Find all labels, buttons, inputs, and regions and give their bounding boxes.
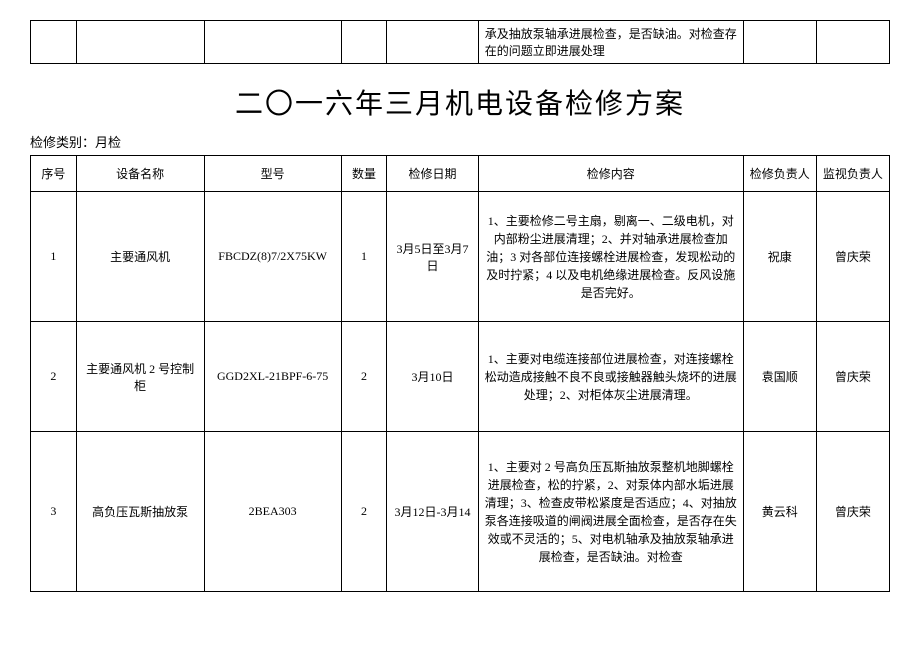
cell-content: 1、主要对 2 号高负压瓦斯抽放泵整机地脚螺栓进展检查，松的拧紧，2、对泵体内部…: [478, 432, 743, 592]
top-fragment-content: 承及抽放泵轴承进展检查，是否缺油。对检查存在的问题立即进展处理: [478, 21, 743, 64]
cell-content: 1、主要对电缆连接部位进展检查，对连接螺栓松动造成接触不良不良或接触器触头烧坏的…: [478, 322, 743, 432]
cell-super: 曾庆荣: [816, 432, 889, 592]
cell-qty: 1: [341, 192, 387, 322]
page-title: 二〇一六年三月机电设备检修方案: [30, 82, 890, 122]
cell-seq: 3: [31, 432, 77, 592]
cell-resp: 祝康: [743, 192, 816, 322]
cell-super: 曾庆荣: [816, 322, 889, 432]
cell-qty: 2: [341, 432, 387, 592]
main-table: 序号 设备名称 型号 数量 检修日期 检修内容 检修负责人 监视负责人 1主要通…: [30, 155, 890, 592]
header-qty: 数量: [341, 156, 387, 192]
top-fragment-table: 承及抽放泵轴承进展检查，是否缺油。对检查存在的问题立即进展处理: [30, 20, 890, 64]
cell-qty: 2: [341, 322, 387, 432]
cell-name: 主要通风机 2 号控制柜: [76, 322, 204, 432]
cell-date: 3月10日: [387, 322, 478, 432]
cell-model: FBCDZ(8)7/2X75KW: [204, 192, 341, 322]
table-row: 3高负压瓦斯抽放泵2BEA30323月12日-3月141、主要对 2 号高负压瓦…: [31, 432, 890, 592]
header-content: 检修内容: [478, 156, 743, 192]
table-row: 2主要通风机 2 号控制柜GGD2XL-21BPF-6-7523月10日1、主要…: [31, 322, 890, 432]
cell-resp: 黄云科: [743, 432, 816, 592]
cell-date: 3月5日至3月7日: [387, 192, 478, 322]
header-row: 序号 设备名称 型号 数量 检修日期 检修内容 检修负责人 监视负责人: [31, 156, 890, 192]
cell-resp: 袁国顺: [743, 322, 816, 432]
header-super: 监视负责人: [816, 156, 889, 192]
top-fragment-row: 承及抽放泵轴承进展检查，是否缺油。对检查存在的问题立即进展处理: [31, 21, 890, 64]
cell-super: 曾庆荣: [816, 192, 889, 322]
table-row: 1主要通风机FBCDZ(8)7/2X75KW13月5日至3月7日1、主要检修二号…: [31, 192, 890, 322]
subtitle: 检修类别：月检: [30, 132, 890, 151]
header-date: 检修日期: [387, 156, 478, 192]
header-resp: 检修负责人: [743, 156, 816, 192]
header-model: 型号: [204, 156, 341, 192]
cell-content: 1、主要检修二号主扇，剔离一、二级电机，对内部粉尘进展清理；2、并对轴承进展检查…: [478, 192, 743, 322]
cell-model: 2BEA303: [204, 432, 341, 592]
header-name: 设备名称: [76, 156, 204, 192]
cell-date: 3月12日-3月14: [387, 432, 478, 592]
header-seq: 序号: [31, 156, 77, 192]
cell-name: 高负压瓦斯抽放泵: [76, 432, 204, 592]
cell-seq: 2: [31, 322, 77, 432]
cell-model: GGD2XL-21BPF-6-75: [204, 322, 341, 432]
cell-seq: 1: [31, 192, 77, 322]
cell-name: 主要通风机: [76, 192, 204, 322]
